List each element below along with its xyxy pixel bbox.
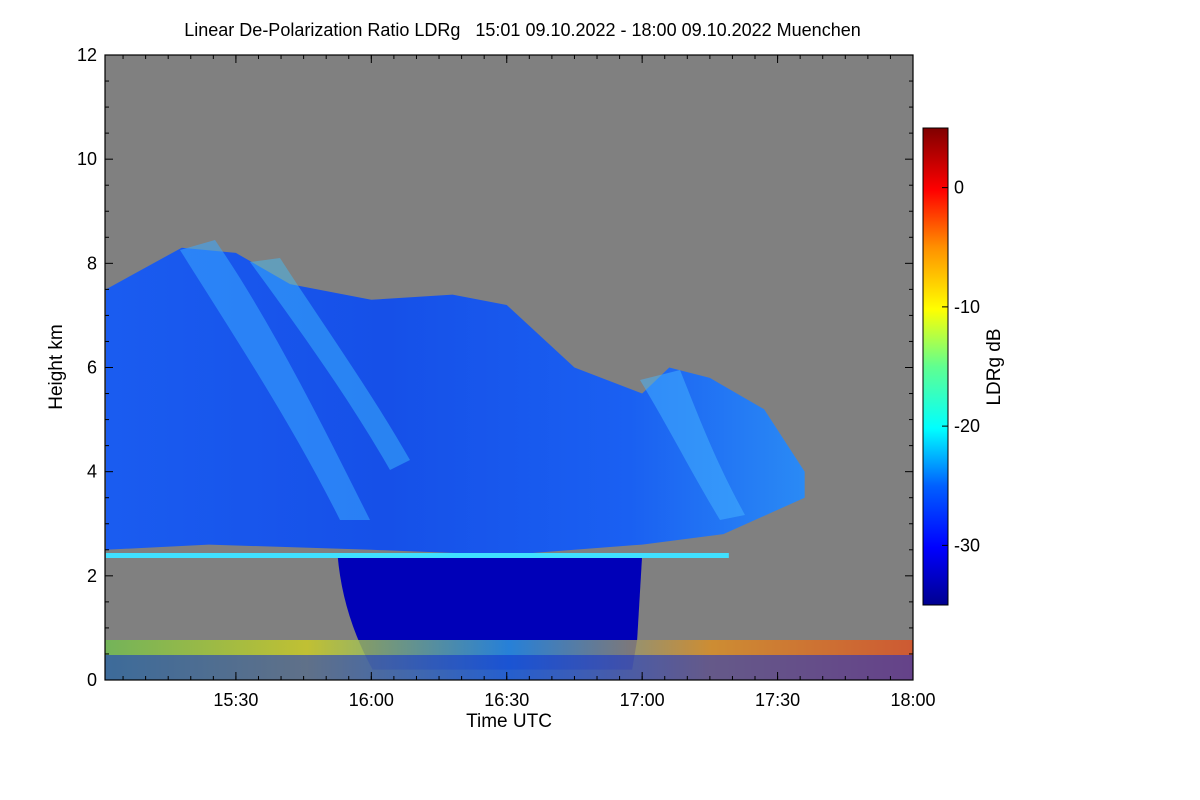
ground-echo: [105, 655, 913, 680]
y-tick-label: 8: [87, 253, 97, 273]
colorbar-title: LDRg dB: [984, 328, 1005, 405]
colorbar: [922, 127, 949, 606]
x-tick-label: 17:00: [620, 690, 665, 710]
cloud-streak: [250, 258, 410, 470]
y-tick-label: 2: [87, 566, 97, 586]
y-tick-label: 4: [87, 462, 97, 482]
x-axis: 15:30 16:00 16:30 17:00 17:30 18:00: [122, 55, 936, 710]
cloud-streak: [640, 370, 745, 520]
cloud-streak: [180, 240, 370, 520]
x-tick-label: 16:00: [349, 690, 394, 710]
colorbar-ticks: 0 -10 -20 -30: [942, 178, 980, 555]
y-tick-label: 6: [87, 358, 97, 378]
x-tick-label: 16:30: [484, 690, 529, 710]
x-tick-label: 18:00: [890, 690, 935, 710]
colorbar-tick-label: -30: [954, 535, 980, 555]
x-tick-label: 17:30: [755, 690, 800, 710]
x-tick-label: 15:30: [213, 690, 258, 710]
y-axis-title: Height km: [46, 324, 67, 410]
bright-layer: [105, 553, 729, 558]
y-tick-label: 10: [77, 149, 97, 169]
y-axis: 0 2 4 6 8 10 12: [77, 45, 913, 690]
colorbar-tick-label: 0: [954, 178, 964, 198]
y-tick-label: 0: [87, 670, 97, 690]
colorbar-tick-label: -10: [954, 297, 980, 317]
cloud-region: [105, 247, 805, 556]
chart-title: Linear De-Polarization Ratio LDRg 15:01 …: [184, 20, 861, 40]
colorbar-tick-label: -20: [954, 416, 980, 436]
y-tick-label: 12: [77, 45, 97, 65]
x-axis-title: Time UTC: [466, 711, 552, 732]
